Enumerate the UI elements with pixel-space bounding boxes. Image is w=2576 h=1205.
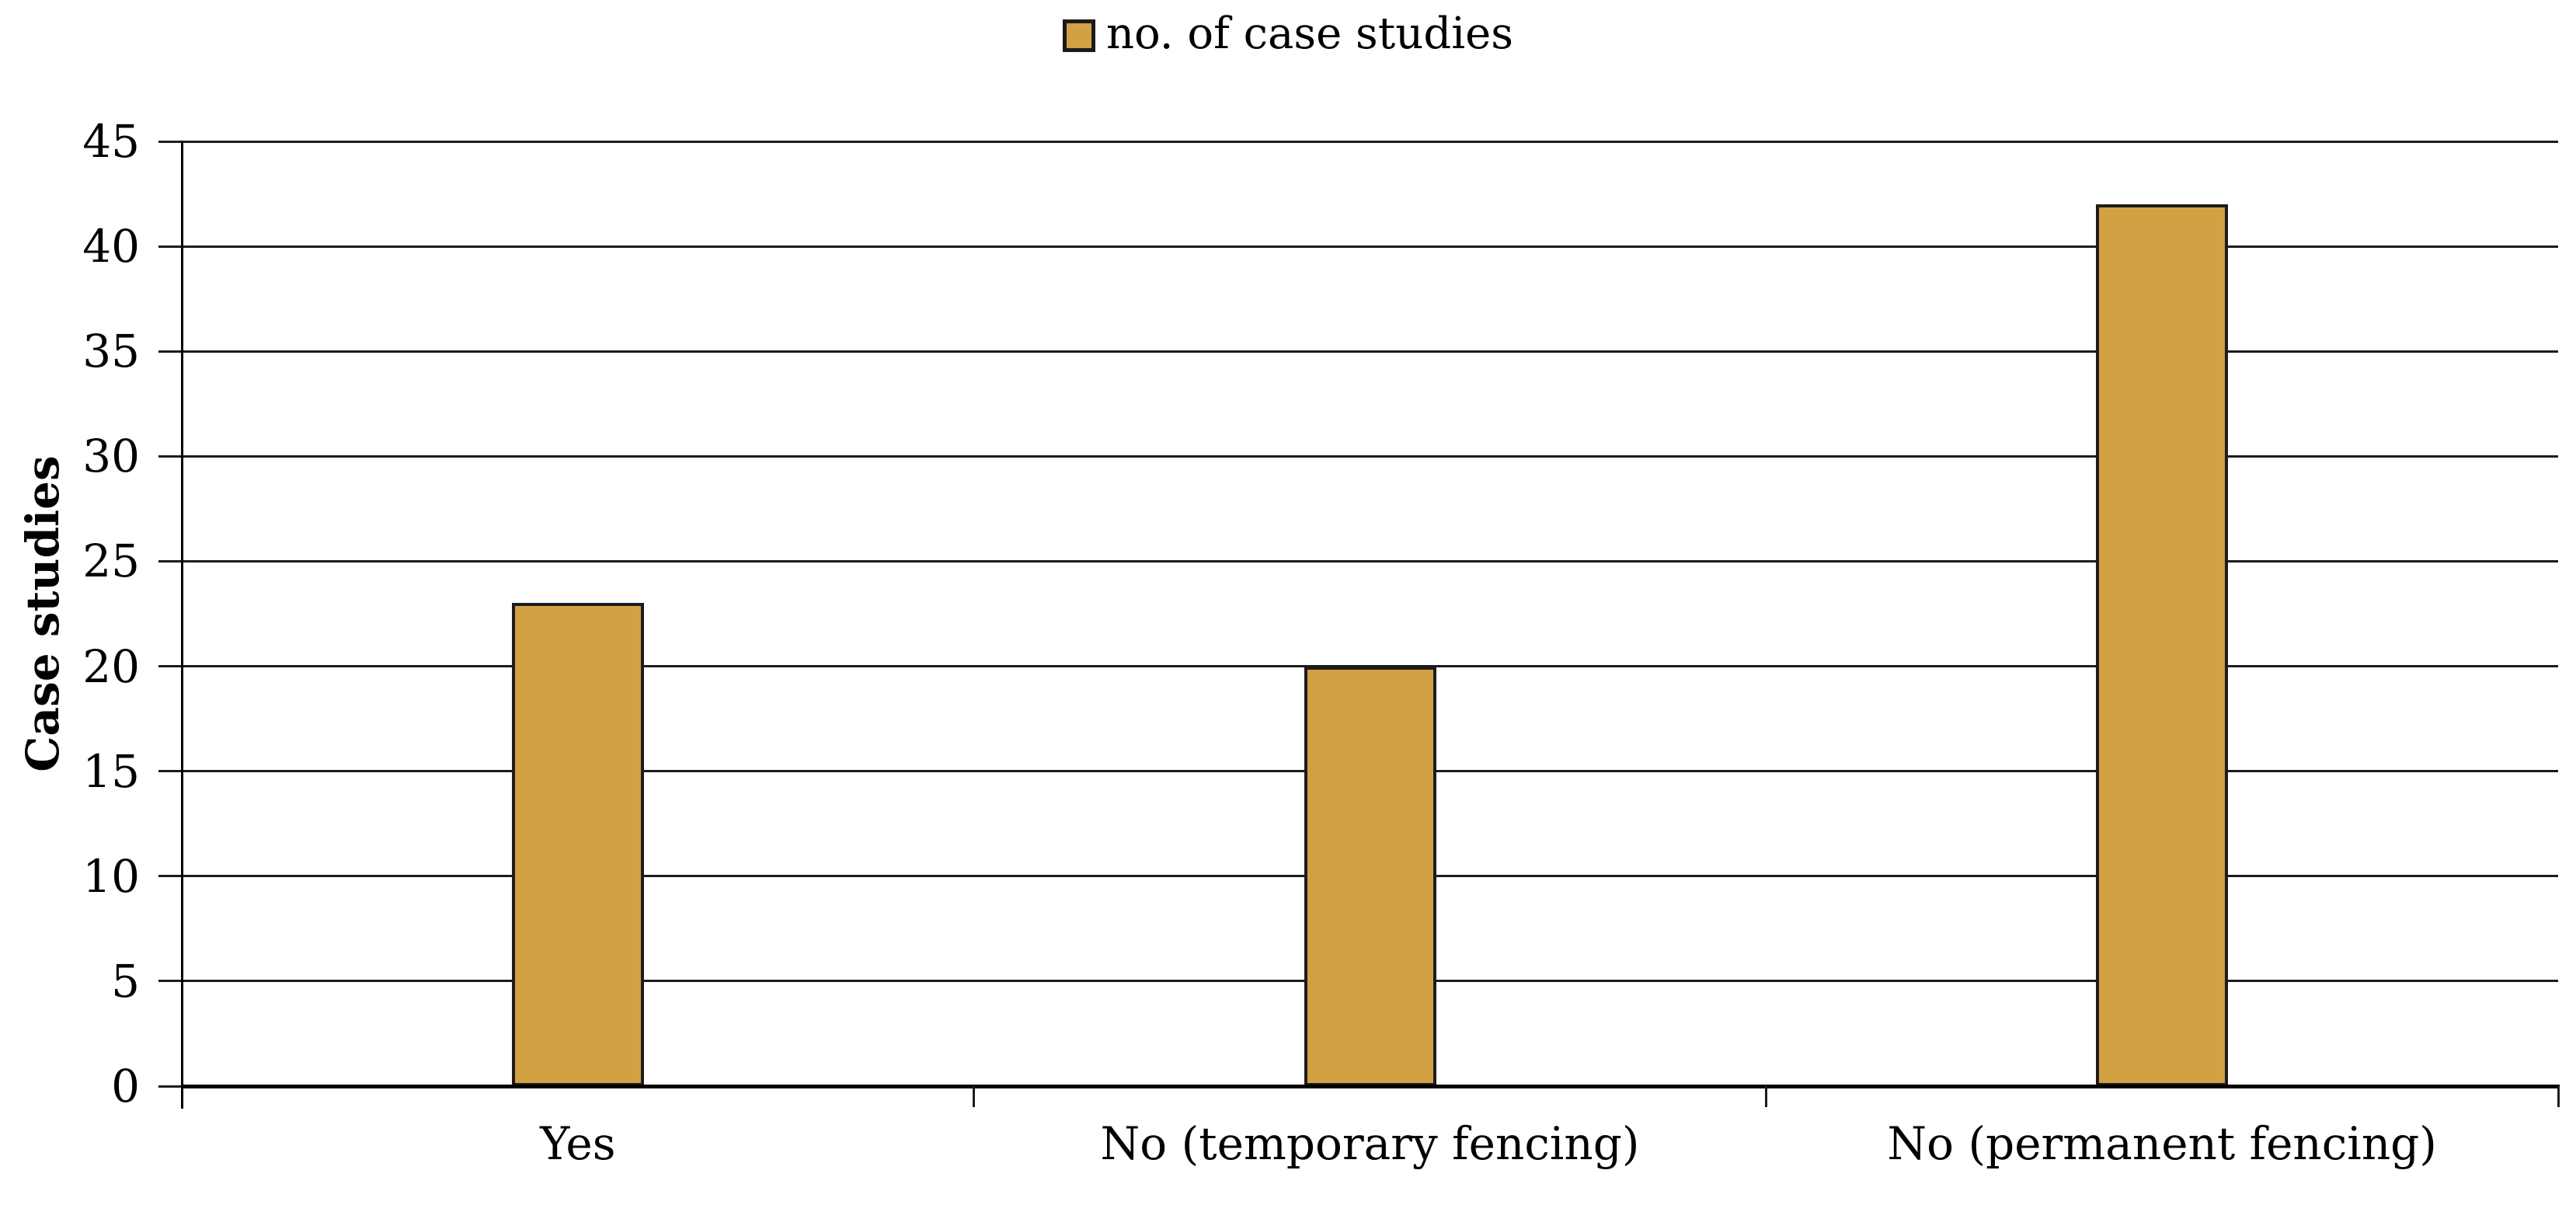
y-axis-tick	[158, 559, 182, 562]
y-axis-tick	[158, 454, 182, 458]
gridline	[182, 245, 2558, 248]
y-axis-tick	[158, 140, 182, 143]
gridline	[182, 140, 2558, 143]
y-axis-tick	[158, 665, 182, 668]
y-axis-tick	[158, 1085, 182, 1088]
y-tick-label: 45	[82, 115, 140, 168]
y-tick-label: 0	[111, 1060, 140, 1113]
y-tick-label: 15	[82, 744, 140, 798]
x-axis-line	[180, 1084, 2560, 1088]
y-axis-tick	[158, 875, 182, 878]
y-axis-title: Case studies	[16, 455, 69, 772]
x-category-label: Yes	[540, 1117, 616, 1170]
y-tick-label: 10	[82, 849, 140, 903]
gridline	[182, 350, 2558, 353]
y-axis-tick	[158, 245, 182, 248]
gridline	[182, 454, 2558, 458]
y-tick-label: 40	[82, 220, 140, 273]
y-tick-label: 35	[82, 325, 140, 378]
x-axis-tick	[973, 1086, 976, 1107]
x-category-label: No (permanent fencing)	[1887, 1117, 2437, 1170]
y-axis-line	[180, 140, 183, 1109]
gridline	[182, 559, 2558, 562]
bar	[511, 603, 644, 1086]
legend-swatch-icon	[1062, 19, 1095, 52]
y-axis-tick	[158, 980, 182, 983]
y-tick-label: 5	[111, 954, 140, 1008]
y-axis-tick	[158, 770, 182, 773]
y-axis-tick	[158, 350, 182, 353]
x-axis-tick	[1764, 1086, 1767, 1107]
x-category-label: No (temporary fencing)	[1100, 1117, 1640, 1170]
legend: no. of case studies	[0, 12, 2576, 56]
y-tick-label: 30	[82, 430, 140, 483]
y-tick-label: 20	[82, 639, 140, 693]
x-axis-tick	[2557, 1086, 2560, 1107]
bar	[1304, 666, 1436, 1086]
legend-label: no. of case studies	[1105, 9, 1513, 59]
y-tick-label: 25	[82, 535, 140, 588]
bar	[2096, 204, 2229, 1086]
